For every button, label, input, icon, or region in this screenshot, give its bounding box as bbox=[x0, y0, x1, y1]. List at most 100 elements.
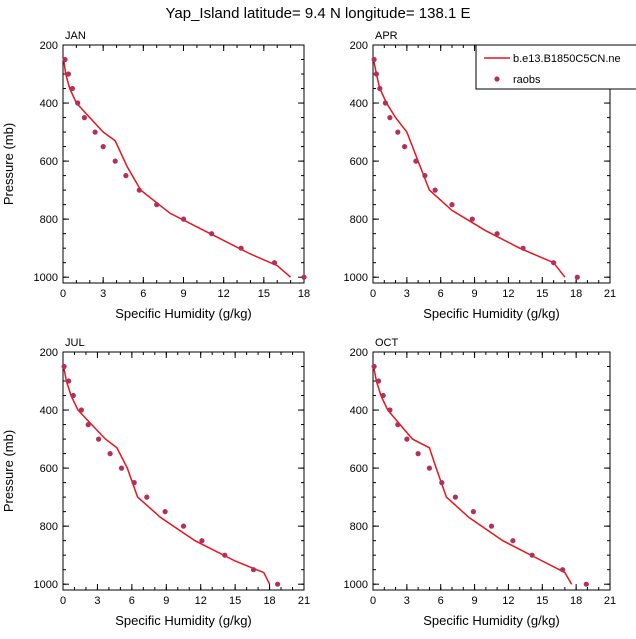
x-tick-label: 6 bbox=[129, 595, 135, 607]
panel-jul: 0 3 6 9 12 15 18 21 200 400 600 800 1000 JUL Specific … bbox=[1, 337, 310, 628]
x-tick-label: 18 bbox=[298, 288, 310, 300]
obs-point bbox=[574, 274, 580, 280]
obs-point bbox=[470, 509, 476, 515]
obs-point bbox=[373, 71, 379, 77]
obs-point bbox=[432, 187, 438, 193]
y-axis-label: Pressure (mb) bbox=[1, 430, 16, 512]
y-tick-label: 600 bbox=[350, 463, 368, 475]
x-tick-label: 18 bbox=[263, 595, 275, 607]
y-tick-label: 800 bbox=[350, 214, 368, 226]
x-tick-label: 21 bbox=[604, 595, 616, 607]
obs-point bbox=[452, 494, 458, 500]
x-tick-label: 15 bbox=[229, 595, 241, 607]
legend-label-obs: raobs bbox=[513, 74, 541, 86]
x-tick-label: 6 bbox=[140, 288, 146, 300]
x-tick-label: 12 bbox=[502, 595, 514, 607]
obs-point bbox=[560, 567, 566, 573]
x-tick-label: 21 bbox=[604, 288, 616, 300]
x-tick-label: 3 bbox=[100, 288, 106, 300]
x-tick-label: 9 bbox=[472, 595, 478, 607]
obs-point bbox=[69, 85, 75, 92]
obs-point bbox=[144, 494, 150, 500]
x-tick-label: 3 bbox=[404, 595, 410, 607]
obs-point bbox=[222, 552, 228, 558]
y-axis-label: Pressure (mb) bbox=[1, 123, 16, 205]
x-tick-label: 9 bbox=[180, 288, 186, 300]
obs-point bbox=[422, 173, 428, 179]
y-tick-label: 800 bbox=[40, 214, 58, 226]
panel-label: JAN bbox=[65, 30, 86, 42]
x-tick-label: 0 bbox=[60, 288, 66, 300]
y-tick-label: 400 bbox=[350, 405, 368, 417]
x-tick-label: 6 bbox=[438, 595, 444, 607]
obs-point bbox=[199, 538, 205, 544]
obs-point bbox=[395, 129, 401, 135]
x-tick-label: 3 bbox=[404, 288, 410, 300]
obs-point bbox=[65, 71, 71, 77]
obs-point bbox=[413, 158, 419, 164]
obs-point bbox=[415, 451, 421, 457]
obs-point bbox=[154, 202, 160, 208]
obs-point bbox=[180, 216, 187, 222]
y-tick-label: 800 bbox=[40, 521, 58, 533]
y-tick-label: 1000 bbox=[344, 272, 368, 284]
obs-point bbox=[402, 144, 408, 150]
obs-point bbox=[494, 231, 500, 237]
y-tick-label: 400 bbox=[350, 98, 368, 110]
obs-point bbox=[78, 407, 84, 413]
legend-label-model: b.e13.B1850C5CN.ne bbox=[513, 53, 621, 65]
x-tick-label: 18 bbox=[570, 288, 582, 300]
panel-label: OCT bbox=[375, 337, 399, 349]
obs-point bbox=[377, 85, 383, 92]
x-axis-label: Specific Humidity (g/kg) bbox=[423, 613, 560, 628]
x-tick-label: 18 bbox=[570, 595, 582, 607]
y-tick-label: 200 bbox=[350, 40, 368, 52]
obs-point bbox=[387, 115, 393, 121]
obs-point bbox=[100, 144, 106, 150]
panel-label: JUL bbox=[65, 337, 85, 349]
obs-point bbox=[209, 231, 215, 237]
obs-point bbox=[371, 363, 377, 370]
x-axis-label: Specific Humidity (g/kg) bbox=[423, 306, 560, 321]
obs-point bbox=[371, 56, 377, 63]
y-tick-label: 600 bbox=[40, 156, 58, 168]
model-line bbox=[373, 59, 566, 278]
y-tick-label: 400 bbox=[40, 98, 58, 110]
obs-point bbox=[81, 115, 87, 121]
obs-point bbox=[92, 129, 98, 135]
panel-jan: 0 3 6 9 12 15 18 200 400 600 800 1000 JAN Specific Hu… bbox=[1, 30, 310, 321]
figure-title: Yap_Island latitude= 9.4 N longitude= 13… bbox=[166, 5, 471, 22]
obs-point bbox=[271, 260, 278, 266]
obs-point bbox=[62, 56, 68, 63]
obs-point bbox=[275, 581, 281, 587]
y-tick-label: 200 bbox=[40, 347, 58, 359]
obs-point bbox=[112, 158, 118, 164]
obs-point bbox=[376, 378, 382, 384]
x-tick-label: 0 bbox=[370, 595, 376, 607]
obs-point bbox=[85, 422, 91, 428]
obs-point bbox=[96, 436, 102, 442]
obs-point bbox=[520, 245, 526, 251]
obs-point bbox=[380, 392, 386, 399]
y-tick-label: 800 bbox=[350, 521, 368, 533]
obs-point bbox=[382, 100, 388, 106]
x-tick-label: 6 bbox=[438, 288, 444, 300]
plot-frame bbox=[62, 351, 305, 591]
obs-point bbox=[118, 465, 125, 471]
obs-point bbox=[426, 465, 432, 471]
x-tick-label: 3 bbox=[94, 595, 100, 607]
y-tick-label: 600 bbox=[40, 463, 58, 475]
x-tick-label: 12 bbox=[195, 595, 207, 607]
panel-oct: 0 3 6 9 12 15 18 21 200 400 600 800 1000 OCT Specific … bbox=[344, 337, 617, 628]
x-tick-label: 12 bbox=[218, 288, 230, 300]
x-tick-label: 15 bbox=[536, 288, 548, 300]
y-tick-label: 1000 bbox=[34, 272, 58, 284]
panel-label: APR bbox=[375, 30, 398, 42]
obs-point bbox=[75, 100, 81, 106]
x-axis-label: Specific Humidity (g/kg) bbox=[115, 613, 252, 628]
y-tick-label: 1000 bbox=[34, 579, 58, 591]
obs-point bbox=[583, 581, 589, 587]
obs-point bbox=[180, 523, 187, 529]
obs-point bbox=[250, 567, 257, 573]
